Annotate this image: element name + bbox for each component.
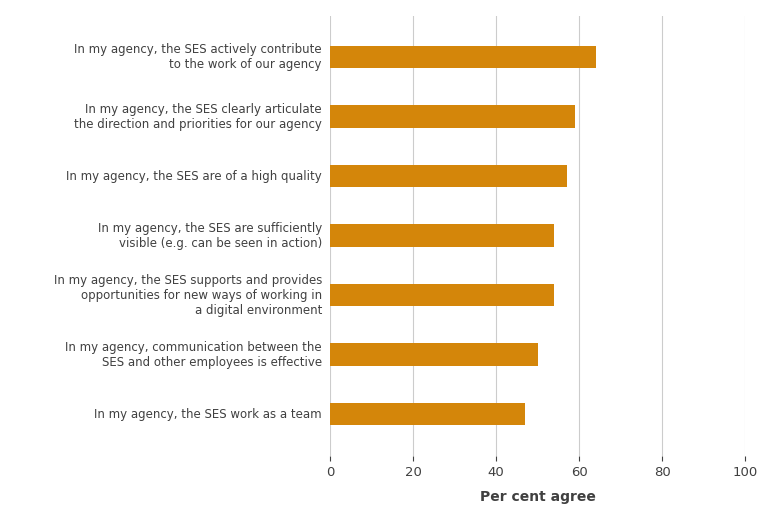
Bar (330, 403, 525, 425)
Bar (330, 284, 554, 307)
Bar (330, 105, 575, 128)
Bar (330, 343, 538, 366)
Bar (330, 224, 554, 247)
X-axis label: Per cent agree: Per cent agree (480, 490, 595, 503)
Bar (330, 165, 567, 188)
Bar (330, 46, 596, 68)
